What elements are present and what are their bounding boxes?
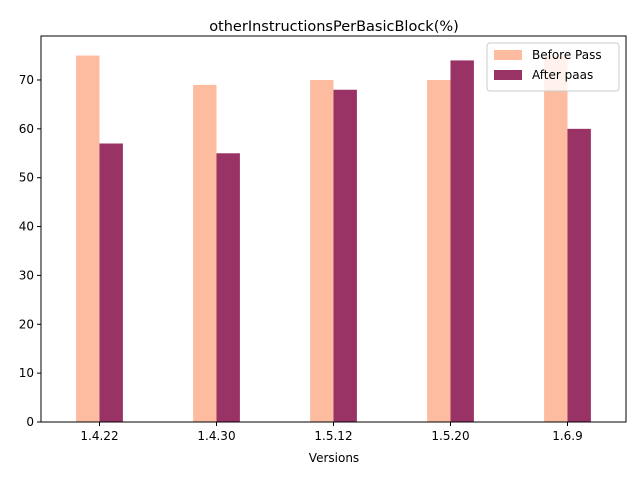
x-tick-label: 1.5.20	[431, 429, 469, 443]
x-tick-label: 1.4.30	[197, 429, 235, 443]
y-tick-label: 0	[26, 415, 34, 429]
plot-frame	[40, 35, 627, 423]
bar-after-1.4.30	[216, 153, 240, 423]
y-tick-label: 30	[19, 268, 34, 282]
bar-before-1.4.22	[76, 55, 100, 422]
chart-title: otherInstructionsPerBasicBlock(%)	[209, 19, 459, 35]
legend-label: After paas	[532, 68, 593, 82]
bars-group	[76, 55, 591, 423]
x-tick-label: 1.6.9	[552, 429, 583, 443]
y-tick-label: 60	[19, 122, 34, 136]
bar-before-1.5.12	[310, 79, 334, 423]
legend-swatch	[494, 50, 522, 60]
bar-before-1.4.30	[193, 84, 217, 423]
bar-before-1.6.9	[544, 55, 568, 422]
y-axis-ticks: 0 10 20 30 40 50 60 70	[19, 73, 41, 429]
x-axis-ticks: 1.4.22 1.4.30 1.5.12 1.5.20 1.6.9	[80, 422, 583, 443]
bar-after-1.6.9	[567, 128, 591, 422]
x-tick-label: 1.5.12	[314, 429, 352, 443]
legend-label: Before Pass	[532, 48, 602, 62]
y-tick-label: 20	[19, 317, 34, 331]
y-tick-label: 40	[19, 220, 34, 234]
y-tick-label: 10	[19, 366, 34, 380]
y-tick-label: 70	[19, 73, 34, 87]
bar-after-1.4.22	[99, 143, 123, 423]
bar-after-1.5.12	[333, 89, 357, 423]
x-axis-label: Versions	[309, 451, 359, 465]
bar-before-1.5.20	[427, 79, 451, 423]
legend-swatch	[494, 70, 522, 80]
bar-after-1.5.20	[450, 60, 474, 422]
y-tick-label: 50	[19, 171, 34, 185]
x-tick-label: 1.4.22	[80, 429, 118, 443]
legend: Before Pass After paas	[486, 42, 620, 92]
